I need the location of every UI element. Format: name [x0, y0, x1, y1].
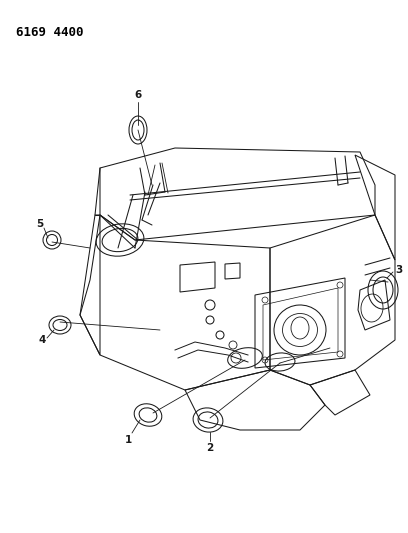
- Text: 6: 6: [134, 90, 142, 100]
- Text: 4: 4: [38, 335, 46, 345]
- Text: 3: 3: [395, 265, 402, 275]
- Text: 2: 2: [206, 443, 214, 453]
- Text: 6169 4400: 6169 4400: [16, 26, 84, 39]
- Text: 5: 5: [36, 219, 44, 229]
- Text: 1: 1: [124, 435, 132, 445]
